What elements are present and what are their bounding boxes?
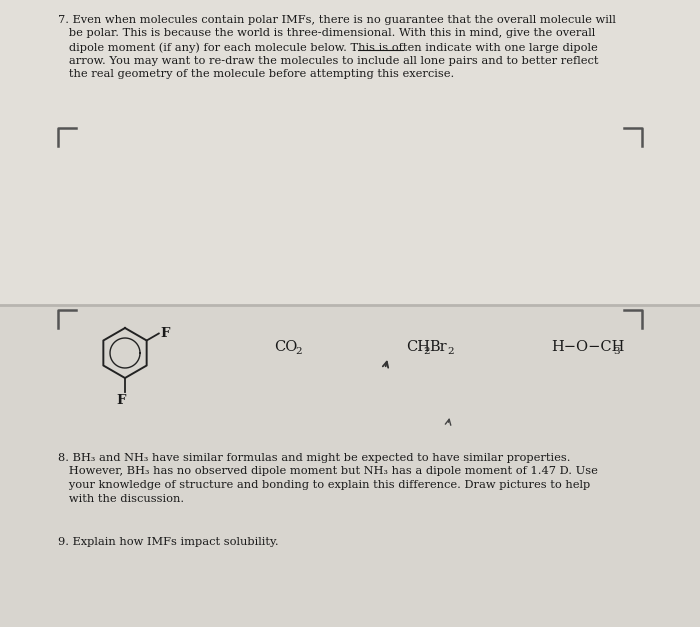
Text: 7. Even when molecules contain polar IMFs, there is no guarantee that the overal: 7. Even when molecules contain polar IMF… (58, 15, 616, 25)
Text: arrow. You may want to re-draw the molecules to include all lone pairs and to be: arrow. You may want to re-draw the molec… (58, 56, 598, 65)
Text: CH: CH (406, 340, 430, 354)
Text: dipole moment (if any) for each molecule below. This is often indicate with one : dipole moment (if any) for each molecule… (58, 42, 598, 53)
Text: F: F (161, 327, 170, 340)
Text: 8. BH₃ and NH₃ have similar formulas and might be expected to have similar prope: 8. BH₃ and NH₃ have similar formulas and… (58, 453, 570, 463)
Text: be polar. This is because the world is three-dimensional. With this in mind, giv: be polar. This is because the world is t… (58, 28, 595, 38)
Text: 2: 2 (295, 347, 302, 356)
Text: 3: 3 (613, 347, 620, 356)
Text: F: F (116, 394, 126, 407)
Text: H−O−CH: H−O−CH (551, 340, 624, 354)
Text: CO: CO (274, 340, 298, 354)
Text: 9. Explain how IMFs impact solubility.: 9. Explain how IMFs impact solubility. (58, 537, 279, 547)
Text: the real geometry of the molecule before attempting this exercise.: the real geometry of the molecule before… (58, 69, 454, 79)
Text: However, BH₃ has no observed dipole moment but NH₃ has a dipole moment of 1.47 D: However, BH₃ has no observed dipole mome… (58, 466, 598, 477)
Text: 2: 2 (423, 347, 430, 356)
Bar (0, 305, 700, 627)
Text: your knowledge of structure and bonding to explain this difference. Draw picture: your knowledge of structure and bonding … (58, 480, 590, 490)
Text: with the discussion.: with the discussion. (58, 493, 184, 503)
Bar (0, 0, 700, 305)
Text: 2: 2 (447, 347, 454, 356)
Text: Br: Br (429, 340, 447, 354)
